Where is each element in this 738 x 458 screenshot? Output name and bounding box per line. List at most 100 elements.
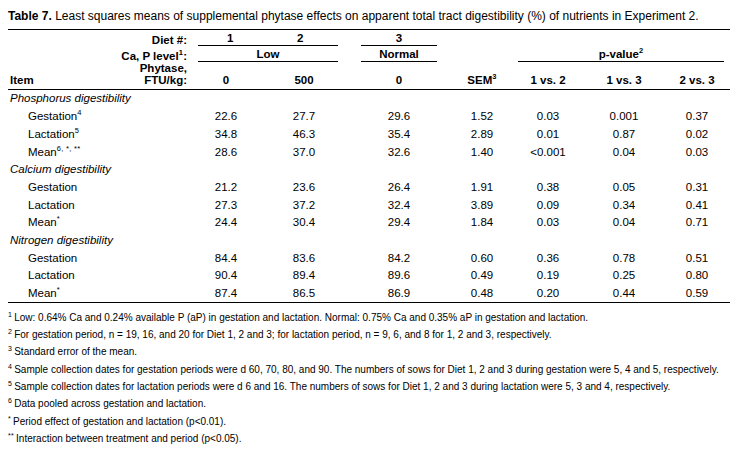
pvalue-cell: 0.80 bbox=[664, 266, 730, 284]
row-item-superscript: 4 bbox=[77, 108, 81, 117]
pvalue-cell: 0.04 bbox=[584, 213, 664, 231]
page: Table 7. Least squares means of suppleme… bbox=[0, 0, 738, 446]
footnotes: 1Low: 0.64% Ca and 0.24% available P (aP… bbox=[8, 312, 730, 446]
header-row-diet: Diet #: 1 2 3 bbox=[8, 29, 730, 46]
row-item-superscript: 5 bbox=[75, 126, 79, 135]
pvalue-cell: <0.001 bbox=[512, 143, 584, 161]
level-normal: Normal bbox=[361, 48, 437, 62]
table-caption: Least squares means of supplemental phyt… bbox=[52, 9, 699, 23]
table-row: Lactation 90.4 89.4 89.6 0.49 0.19 0.25 … bbox=[8, 266, 730, 284]
value-cell: 27.7 bbox=[262, 107, 346, 125]
section-row-nitrogen: Nitrogen digestibility bbox=[8, 231, 730, 249]
section-header: Calcium digestibility bbox=[8, 160, 730, 178]
value-cell: 22.6 bbox=[190, 107, 262, 125]
value-cell: 24.4 bbox=[190, 213, 262, 231]
footnote-6: 6Data pooled across gestation and lactat… bbox=[8, 398, 730, 411]
col-header-sem: SEM3 bbox=[452, 62, 512, 90]
footnote-marker: * bbox=[8, 414, 11, 421]
table-row: Gestation 84.4 83.6 84.2 0.60 0.36 0.78 … bbox=[8, 249, 730, 267]
pvalue-cell: 0.04 bbox=[584, 143, 664, 161]
value-cell: 29.6 bbox=[346, 107, 452, 125]
footnote-interaction: **Interaction between treatment and peri… bbox=[8, 433, 730, 446]
pvalue-cell: 0.44 bbox=[584, 284, 664, 302]
sem-cell: 0.48 bbox=[452, 284, 512, 302]
pvalue-cell: 0.05 bbox=[584, 178, 664, 196]
pvalue-cell: 0.71 bbox=[664, 213, 730, 231]
row-item: Mean* bbox=[8, 284, 190, 302]
pvalue-cell: 0.31 bbox=[664, 178, 730, 196]
pvalue-cell: 0.59 bbox=[664, 284, 730, 302]
table-row: Mean* 24.4 30.4 29.4 1.84 0.03 0.04 0.71 bbox=[8, 213, 730, 231]
footnote-marker: 1 bbox=[8, 311, 12, 318]
table-row: Mean6, *, ** 28.6 37.0 32.6 1.40 <0.001 … bbox=[8, 143, 730, 161]
value-cell: 27.3 bbox=[190, 196, 262, 214]
pvalue-cell: 0.41 bbox=[664, 196, 730, 214]
pvalue-group-cell: p-value2 bbox=[512, 46, 730, 62]
row-item: Mean* bbox=[8, 213, 190, 231]
pvalue-header: p-value2 bbox=[518, 48, 724, 62]
col-header-diet3-phytase: 0 bbox=[346, 62, 452, 90]
value-cell: 84.2 bbox=[346, 249, 452, 267]
pvalue-cell: 0.38 bbox=[512, 178, 584, 196]
sem-cell: 0.49 bbox=[452, 266, 512, 284]
footnote-1: 1Low: 0.64% Ca and 0.24% available P (aP… bbox=[8, 312, 730, 325]
footnote-4: 4Sample collection dates for gestation p… bbox=[8, 364, 730, 377]
col-header-2vs3: 2 vs. 3 bbox=[664, 62, 730, 90]
level-low: Low bbox=[198, 48, 338, 62]
row-item: Gestation bbox=[8, 249, 190, 267]
row-item-superscript: * bbox=[57, 214, 60, 223]
table-title: Table 7. Least squares means of suppleme… bbox=[8, 9, 730, 25]
pvalue-cell: 0.09 bbox=[512, 196, 584, 214]
diet-group-normal: 3 bbox=[346, 29, 452, 46]
footnote-2: 2For gestation period, n = 19, 16, and 2… bbox=[8, 329, 730, 342]
value-cell: 30.4 bbox=[262, 213, 346, 231]
sem-cell: 1.52 bbox=[452, 107, 512, 125]
section-row-phosphorus: Phosphorus digestibility bbox=[8, 89, 730, 107]
pvalue-cell: 0.19 bbox=[512, 266, 584, 284]
value-cell: 34.8 bbox=[190, 125, 262, 143]
sem-cell: 1.84 bbox=[452, 213, 512, 231]
value-cell: 26.4 bbox=[346, 178, 452, 196]
value-cell: 35.4 bbox=[346, 125, 452, 143]
sem-cell: 1.40 bbox=[452, 143, 512, 161]
pvalue-cell: 0.03 bbox=[512, 107, 584, 125]
row-item: Lactation bbox=[8, 196, 190, 214]
value-cell: 29.4 bbox=[346, 213, 452, 231]
spacer-cell bbox=[452, 46, 512, 62]
pvalue-cell: 0.51 bbox=[664, 249, 730, 267]
sem-cell: 3.89 bbox=[452, 196, 512, 214]
value-cell: 21.2 bbox=[190, 178, 262, 196]
level-normal-cell: Normal bbox=[346, 46, 452, 62]
diet-group-low: 1 2 bbox=[190, 29, 346, 46]
ca-p-level-label: Ca, P level1: bbox=[102, 46, 190, 62]
value-cell: 87.4 bbox=[190, 284, 262, 302]
pvalue-cell: 0.02 bbox=[664, 125, 730, 143]
col-header-diet2-phytase: 500 bbox=[262, 62, 346, 90]
row-item: Mean6, *, ** bbox=[8, 143, 190, 161]
value-cell: 90.4 bbox=[190, 266, 262, 284]
value-cell: 28.6 bbox=[190, 143, 262, 161]
value-cell: 86.9 bbox=[346, 284, 452, 302]
value-cell: 84.4 bbox=[190, 249, 262, 267]
pvalue-cell: 0.01 bbox=[512, 125, 584, 143]
pvalue-cell: 0.87 bbox=[584, 125, 664, 143]
diet-3: 3 bbox=[361, 32, 437, 46]
pvalue-cell: 0.37 bbox=[664, 107, 730, 125]
diet-row-label: Diet #: bbox=[102, 29, 190, 46]
section-row-calcium: Calcium digestibility bbox=[8, 160, 730, 178]
value-cell: 83.6 bbox=[262, 249, 346, 267]
footnote-marker: 4 bbox=[8, 362, 12, 369]
col-header-1vs2: 1 vs. 2 bbox=[512, 62, 584, 90]
table-row: Mean* 87.4 86.5 86.9 0.48 0.20 0.44 0.59 bbox=[8, 284, 730, 302]
section-header: Nitrogen digestibility bbox=[8, 231, 730, 249]
value-cell: 46.3 bbox=[262, 125, 346, 143]
row-item: Lactation bbox=[8, 266, 190, 284]
pvalue-cell: 0.78 bbox=[584, 249, 664, 267]
level-low-cell: Low bbox=[190, 46, 346, 62]
value-cell: 89.6 bbox=[346, 266, 452, 284]
digestibility-table: Diet #: 1 2 3 Ca, P level1: Low bbox=[8, 29, 730, 303]
pvalue-cell: 0.03 bbox=[512, 213, 584, 231]
row-item: Gestation4 bbox=[8, 107, 190, 125]
footnote-marker: 3 bbox=[8, 345, 12, 352]
diet-2: 2 bbox=[262, 32, 338, 44]
